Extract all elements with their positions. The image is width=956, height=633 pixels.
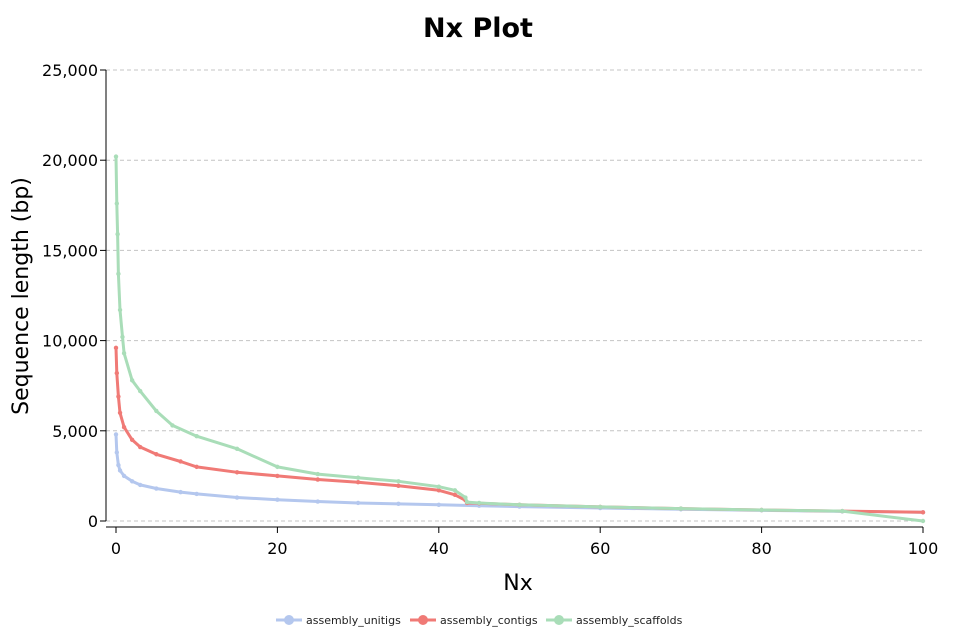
- data-point: [840, 508, 845, 514]
- axes: [105, 70, 923, 528]
- data-point: [114, 370, 120, 376]
- data-point: [598, 504, 603, 510]
- y-tick-label: 25,000: [42, 61, 98, 80]
- data-point: [138, 482, 143, 488]
- data-point: [315, 477, 320, 482]
- x-tick-label: 20: [267, 539, 287, 558]
- x-ticks: 0 20 40 60 80 100: [111, 527, 938, 558]
- grid-lines: [106, 69, 923, 522]
- data-point: [476, 500, 482, 506]
- data-point: [116, 462, 121, 468]
- data-point: [114, 450, 120, 455]
- data-point: [117, 468, 123, 473]
- data-point: [178, 459, 183, 464]
- data-point: [194, 491, 199, 497]
- data-point: [275, 464, 280, 470]
- data-point: [170, 423, 175, 428]
- x-tick-label: 100: [908, 539, 939, 558]
- data-point: [121, 473, 127, 479]
- data-point: [117, 307, 123, 313]
- data-point: [138, 388, 143, 394]
- data-point: [396, 483, 401, 489]
- chart-title: Nx Plot: [423, 13, 533, 44]
- data-point: [355, 475, 361, 480]
- data-point: [194, 434, 199, 439]
- data-point: [234, 446, 240, 452]
- data-point: [115, 231, 120, 237]
- data-point: [678, 506, 684, 511]
- data-point: [920, 510, 926, 515]
- data-point: [234, 470, 240, 475]
- y-tick-label: 20,000: [42, 151, 98, 170]
- data-point: [517, 502, 522, 507]
- data-point: [114, 201, 120, 206]
- data-point: [436, 502, 441, 507]
- data-point: [154, 452, 159, 457]
- series-assembly_contigs: [113, 345, 926, 515]
- data-point: [464, 499, 470, 505]
- data-point: [355, 480, 361, 485]
- x-tick-label: 0: [111, 539, 121, 558]
- x-axis-label: Nx: [503, 571, 532, 596]
- data-point: [129, 378, 135, 383]
- legend-label: assembly_scaffolds: [576, 614, 683, 627]
- data-point: [120, 334, 125, 340]
- data-point: [121, 351, 127, 356]
- y-tick-label: 5,000: [52, 422, 98, 441]
- data-point: [315, 499, 320, 504]
- data-point: [116, 271, 121, 277]
- data-point: [113, 345, 119, 351]
- legend-marker: [418, 615, 428, 625]
- data-point: [116, 394, 121, 399]
- x-tick-label: 40: [429, 539, 449, 558]
- data-point: [452, 492, 458, 498]
- data-point: [355, 500, 361, 506]
- y-ticks: 0 5,000 10,000 15,000 20,000 25,000: [42, 61, 106, 531]
- data-point: [113, 432, 119, 437]
- data-point: [396, 501, 401, 507]
- data-point: [117, 410, 123, 415]
- x-tick-label: 80: [751, 539, 771, 558]
- data-point: [315, 471, 320, 477]
- data-point: [178, 489, 183, 495]
- data-point: [121, 424, 127, 430]
- legend: assembly_unitigs assembly_contigs assembly…: [276, 614, 683, 627]
- x-tick-label: 60: [590, 539, 610, 558]
- data-point: [129, 437, 135, 443]
- series-assembly_scaffolds: [113, 154, 926, 524]
- data-point: [154, 408, 159, 414]
- legend-marker: [284, 615, 294, 625]
- y-axis-label: Sequence length (bp): [9, 177, 34, 415]
- data-point: [129, 479, 135, 484]
- legend-label: assembly_unitigs: [306, 614, 401, 627]
- series-line: [114, 155, 925, 523]
- data-point: [436, 484, 441, 489]
- series-line: [114, 346, 925, 514]
- y-tick-label: 15,000: [42, 241, 98, 260]
- data-point: [452, 488, 458, 493]
- legend-item[interactable]: assembly_unitigs: [276, 614, 401, 627]
- data-point: [436, 488, 441, 493]
- data-point: [194, 464, 199, 470]
- data-point: [275, 497, 280, 502]
- data-point: [138, 444, 143, 450]
- data-point: [759, 507, 764, 513]
- legend-item[interactable]: assembly_scaffolds: [546, 614, 683, 627]
- data-point: [234, 495, 240, 500]
- legend-item[interactable]: assembly_contigs: [410, 614, 538, 627]
- data-point: [463, 495, 468, 500]
- data-point: [113, 154, 119, 159]
- y-tick-label: 10,000: [42, 332, 98, 351]
- data-point: [154, 486, 159, 491]
- series-lines: [113, 154, 926, 524]
- y-tick-label: 0: [88, 512, 98, 531]
- data-point: [920, 518, 926, 524]
- legend-label: assembly_contigs: [440, 614, 538, 627]
- legend-marker: [554, 615, 564, 625]
- data-point: [396, 479, 401, 484]
- data-point: [275, 473, 280, 479]
